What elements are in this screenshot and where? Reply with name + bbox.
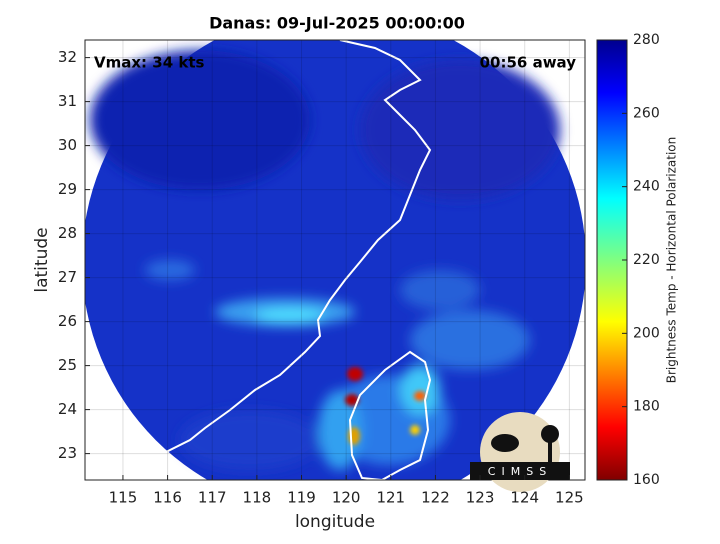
y-tick-label: 32 xyxy=(58,48,77,66)
y-tick-label: 25 xyxy=(58,356,77,374)
x-tick-label: 116 xyxy=(153,489,182,507)
y-tick-label: 31 xyxy=(58,92,77,110)
colorbar-tick-label: 200 xyxy=(633,325,660,341)
y-tick-label: 26 xyxy=(58,312,77,330)
image xyxy=(85,40,585,480)
logo: CIMSS xyxy=(470,412,570,492)
colorbar-tick-label: 180 xyxy=(633,399,660,415)
colorbar-tick-label: 280 xyxy=(633,32,660,48)
x-tick-label: 117 xyxy=(198,489,227,507)
colorbar-tick-label: 220 xyxy=(633,252,660,268)
x-tick-label: 121 xyxy=(376,489,405,507)
x-tick-label: 125 xyxy=(555,489,584,507)
chart-title: Danas: 09-Jul-2025 00:00:00 xyxy=(209,14,465,33)
logo-text: CIMSS xyxy=(488,465,552,478)
x-tick-label: 120 xyxy=(332,489,361,507)
logo-tower-leg xyxy=(548,440,552,464)
y-tick-label: 30 xyxy=(58,136,77,154)
x-tick-label: 118 xyxy=(243,489,272,507)
logo-band xyxy=(470,462,570,480)
logo-dish xyxy=(491,434,519,452)
y-tick-label: 24 xyxy=(58,400,77,418)
logo-tower xyxy=(541,425,559,443)
plot-border xyxy=(84,39,586,481)
colorbar-tick-label: 160 xyxy=(633,472,660,488)
x-tick-label: 123 xyxy=(466,489,495,507)
colorbar-label: Brightness Temp - Horizontal Polarizatio… xyxy=(665,137,679,384)
annotation: Vmax: 34 kts xyxy=(94,54,204,72)
x-tick-label: 124 xyxy=(510,489,539,507)
y-tick-label: 27 xyxy=(58,268,77,286)
x-tick-label: 115 xyxy=(109,489,138,507)
y-tick-label: 28 xyxy=(58,224,77,242)
texture xyxy=(90,50,560,470)
colorbar-tick-label: 260 xyxy=(633,105,660,121)
grid xyxy=(85,40,585,480)
x-tick-label: 119 xyxy=(287,489,316,507)
colorbar-tick-label: 240 xyxy=(633,179,660,195)
coastline xyxy=(85,40,432,473)
hot-spots xyxy=(345,367,426,445)
y-axis-label: latitude xyxy=(32,227,52,292)
y-tick-label: 29 xyxy=(58,180,77,198)
annotation: 00:56 away xyxy=(480,54,577,72)
x-axis-label: longitude xyxy=(295,512,375,532)
x-tick-label: 122 xyxy=(421,489,450,507)
y-tick-label: 23 xyxy=(58,444,77,462)
